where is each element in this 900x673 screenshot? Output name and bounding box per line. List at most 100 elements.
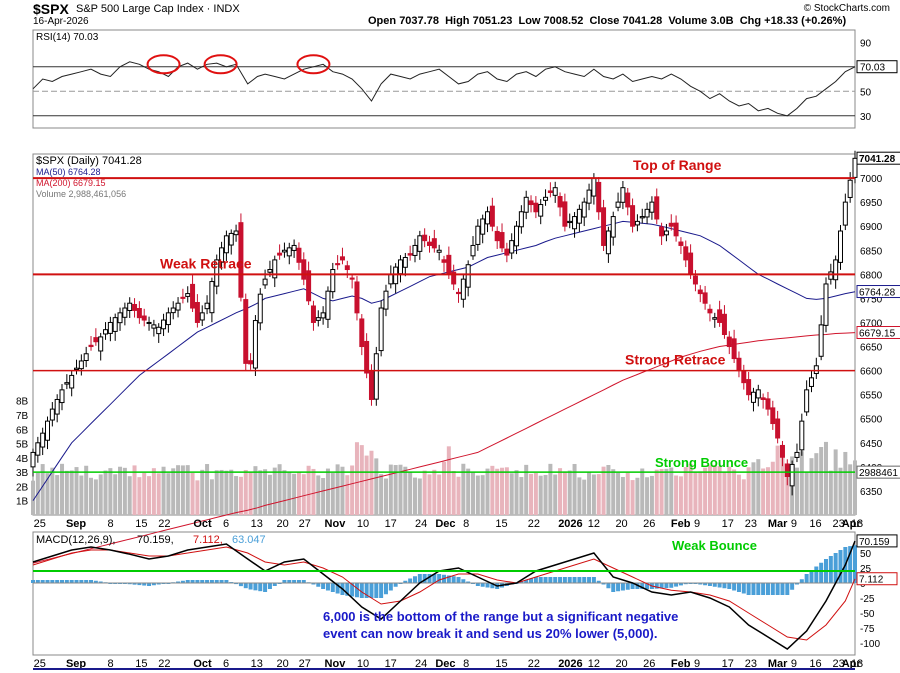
volume-bar — [606, 465, 611, 515]
volume-bar — [799, 451, 804, 515]
macd-histogram-bar — [267, 583, 272, 589]
candle-body — [818, 324, 824, 357]
x-tick-label: 27 — [299, 658, 311, 670]
macd-histogram-bar — [55, 580, 60, 583]
macd-histogram-bar — [741, 583, 746, 594]
rsi-tick-label: 90 — [860, 38, 872, 49]
candle-body — [741, 370, 747, 384]
volume-bar — [132, 465, 137, 515]
price-legend-item: MA(50) 6764.28 — [36, 167, 101, 177]
macd-histogram-bar — [790, 583, 795, 590]
volume-bar — [828, 470, 833, 515]
volume-bar — [345, 475, 350, 515]
candle-body — [40, 432, 46, 448]
volume-bar — [171, 468, 176, 515]
macd-histogram-bar — [325, 583, 330, 591]
candle-body — [368, 370, 374, 400]
volume-bar — [393, 465, 398, 515]
candle-body — [238, 222, 244, 298]
price-panel — [32, 153, 856, 516]
ma50-line — [32, 220, 856, 501]
macd-histogram-bar — [746, 583, 751, 595]
macd-histogram-bar — [374, 583, 379, 598]
candle-body — [54, 398, 60, 415]
candle-body — [344, 265, 350, 271]
candle-body — [562, 201, 568, 227]
candle-body — [601, 207, 607, 246]
volume-bar — [369, 450, 374, 515]
volume-bar — [727, 466, 732, 515]
candle-body — [185, 293, 191, 297]
macd-histogram-bar — [354, 583, 359, 598]
candle-body — [678, 241, 684, 246]
volume-bar — [722, 472, 727, 515]
volume-bar — [354, 442, 359, 515]
macd-histogram-bar — [809, 570, 814, 583]
volume-bar — [84, 465, 89, 515]
x-tick-label: 17 — [722, 658, 734, 670]
x-tick-label: 13 — [251, 518, 263, 530]
volume-bar — [770, 461, 775, 515]
macd-histogram-bar — [379, 583, 384, 598]
volume-bar — [596, 474, 601, 515]
candle-body — [422, 234, 428, 242]
macd-histogram-bar — [804, 574, 809, 583]
price-tick-label: 6550 — [860, 391, 883, 402]
macd-histogram-bar — [562, 577, 567, 583]
macd-histogram-bar — [263, 583, 268, 592]
candle-body — [277, 252, 283, 256]
volume-bar — [258, 470, 263, 515]
macd-histogram-bar — [50, 580, 55, 583]
macd-histogram-bar — [707, 583, 712, 586]
volume-bar — [108, 468, 113, 515]
volume-bar — [732, 469, 737, 515]
candle-body — [509, 240, 515, 254]
volume-bar — [461, 463, 466, 515]
macd-histogram-bar — [553, 577, 558, 583]
candle-body — [572, 216, 578, 230]
candle-body — [349, 277, 355, 280]
macd-histogram-bar — [427, 574, 432, 583]
x-tick-label: 22 — [528, 658, 540, 670]
macd-histogram-bar — [31, 580, 35, 583]
macd-histogram-bar — [577, 577, 582, 583]
volume-bar — [765, 467, 770, 515]
macd-histogram-bar — [74, 580, 79, 583]
price-tick-label: 6850 — [860, 246, 883, 257]
x-tick-label: 10 — [357, 658, 369, 670]
ma200-line — [32, 332, 856, 564]
macd-histogram-bar — [369, 583, 374, 598]
macd-histogram-bar — [799, 579, 804, 583]
macd-last-value: 70.159 — [859, 537, 890, 548]
volume-bar — [335, 464, 340, 515]
ticker-symbol[interactable]: $SPX — [33, 1, 69, 17]
rsi-annotation-circle — [203, 54, 238, 75]
x-tick-label: 22 — [528, 518, 540, 530]
candle-body — [736, 357, 742, 372]
macd-histogram-bar — [587, 577, 592, 583]
macd-histogram-bar — [529, 578, 534, 583]
macd-histogram-bar — [311, 583, 316, 585]
macd-histogram-bar — [456, 577, 461, 583]
candle-body — [117, 312, 123, 324]
volume-bar — [403, 466, 408, 515]
candle-body — [122, 307, 128, 318]
macd-histogram-bar — [659, 583, 664, 589]
candle-body — [320, 312, 326, 319]
candle-body — [794, 451, 800, 458]
candle-body — [49, 408, 55, 421]
x-tick-label: Apr — [842, 658, 862, 670]
rsi-annotation-circle — [296, 54, 331, 75]
x-tick-label: 25 — [34, 518, 46, 530]
macd-legend-item: 63.047 — [232, 534, 266, 546]
candle-body — [750, 391, 756, 403]
macd-histogram-bar — [770, 583, 775, 595]
volume-tick-label: 5B — [16, 440, 29, 451]
candle-body — [393, 266, 399, 285]
macd-histogram-bar — [674, 583, 679, 587]
annotation-note-line1: 6,000 is the bottom of the range but a s… — [323, 609, 678, 624]
quote-date: 16-Apr-2026 — [33, 16, 89, 27]
candle-body — [581, 201, 587, 218]
macd-histogram-bar — [209, 580, 214, 583]
